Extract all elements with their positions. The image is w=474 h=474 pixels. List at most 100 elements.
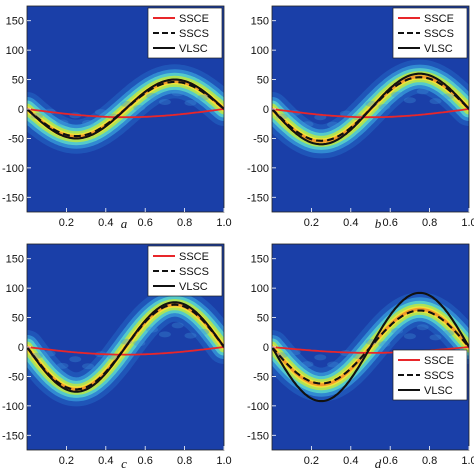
x-tick-label: 0.8	[422, 217, 437, 229]
heat-speckle	[171, 322, 184, 329]
heat-speckle	[429, 334, 442, 341]
series-line-vlsc	[27, 301, 224, 393]
panel-label: a	[121, 216, 128, 231]
heat-speckle	[184, 332, 197, 339]
series-line-vlsc	[272, 291, 469, 403]
heat-speckle	[442, 330, 455, 337]
heat-speckle	[158, 99, 171, 106]
series-group	[272, 72, 469, 146]
legend-label-ssce: SSCE	[179, 251, 209, 263]
x-tick-label: 0.6	[138, 217, 153, 229]
y-tick-label: 0	[263, 104, 269, 116]
heat-speckle	[171, 90, 184, 97]
heat-speckle	[339, 110, 352, 117]
x-tick-label: 0.6	[383, 455, 398, 467]
x-tick-label: 0.4	[343, 455, 358, 467]
y-tick-label: 150	[6, 16, 24, 28]
x-tick-label: 0.4	[343, 217, 358, 229]
heat-speckle	[184, 99, 197, 106]
heat-speckle	[197, 94, 210, 101]
y-tick-label: 150	[6, 254, 24, 266]
y-tick-label: -150	[2, 430, 24, 442]
y-tick-label: -100	[2, 163, 24, 175]
legend-label-vlsc: VLSC	[424, 385, 453, 397]
heat-speckle	[301, 121, 314, 128]
y-tick-label: 50	[12, 313, 24, 325]
legend-box	[147, 7, 223, 59]
x-tick-label: 0.2	[304, 217, 319, 229]
y-tick-label: -150	[247, 430, 269, 442]
heat-speckle	[82, 363, 95, 370]
heat-speckle	[69, 356, 82, 363]
legend-label-sscs: SSCS	[424, 370, 454, 382]
y-tick-label: 150	[251, 16, 269, 28]
heat-speckle	[391, 327, 404, 334]
legend-label-ssce: SSCE	[424, 13, 454, 25]
heat-speckle	[275, 352, 288, 359]
heat-speckle	[146, 326, 159, 333]
legend-label-ssce: SSCE	[179, 13, 209, 25]
heat-speckle	[442, 93, 455, 100]
heat-speckle	[82, 119, 95, 126]
x-tick-label: 0.6	[383, 217, 398, 229]
legend-box	[392, 7, 468, 59]
heat-speckle	[378, 104, 391, 111]
series-group	[27, 78, 224, 140]
legend: SSCE SSCS VLSC	[392, 7, 468, 59]
series-line-ssce	[272, 108, 469, 119]
y-tick-label: 50	[257, 313, 269, 325]
panel-label: d	[375, 456, 382, 471]
x-tick-label: 1.0	[216, 217, 231, 229]
panel-b: -150 -100 -50 0 50 100 150 0.2 0.4 0.6 0.8 1.0 b SSCE…	[247, 5, 474, 231]
heat-speckle	[56, 119, 69, 126]
x-tick-label: 0.4	[98, 455, 113, 467]
legend-label-sscs: SSCS	[424, 28, 454, 40]
panel-label: c	[121, 456, 127, 471]
y-tick-label: 100	[251, 45, 269, 57]
heat-speckle	[403, 333, 416, 340]
legend-label-sscs: SSCS	[179, 266, 209, 278]
heat-speckle	[56, 362, 69, 369]
y-tick-label: -150	[2, 192, 24, 204]
x-tick-label: 0.8	[177, 217, 192, 229]
heat-speckle	[288, 349, 301, 356]
y-tick-label: -100	[2, 401, 24, 413]
x-tick-label: 0.2	[304, 455, 319, 467]
y-tick-label: -50	[8, 371, 24, 383]
legend-box	[147, 245, 223, 297]
heat-speckle	[158, 331, 171, 338]
legend-label-vlsc: VLSC	[424, 43, 453, 55]
legend: SSCE SSCS VLSC	[392, 349, 468, 401]
x-tick-label: 0.6	[138, 455, 153, 467]
y-tick-label: 100	[6, 45, 24, 57]
x-tick-label: 0.2	[59, 217, 74, 229]
heat-speckle	[43, 350, 56, 357]
heat-speckle	[378, 341, 391, 348]
heat-speckle	[327, 361, 340, 368]
panel-a: -150 -100 -50 0 50 100 150 0.2 0.4 0.6 0.8 1.0 a SSCE…	[2, 5, 232, 231]
heat-speckle	[146, 92, 159, 99]
heat-speckle	[197, 328, 210, 335]
series-group	[27, 301, 224, 393]
series-line-ssce	[27, 346, 224, 356]
y-tick-label: -50	[8, 133, 24, 145]
heat-speckle	[403, 97, 416, 104]
y-tick-label: 0	[263, 342, 269, 354]
heat-speckle	[133, 340, 146, 347]
y-tick-label: 0	[18, 104, 24, 116]
series-line-vlsc	[272, 72, 469, 146]
x-tick-label: 1.0	[461, 455, 474, 467]
legend: SSCE SSCS VLSC	[147, 7, 223, 59]
y-tick-label: 100	[251, 283, 269, 295]
x-tick-label: 0.8	[177, 455, 192, 467]
legend: SSCE SSCS VLSC	[147, 245, 223, 297]
x-tick-label: 1.0	[461, 217, 474, 229]
series-line-ssce	[27, 108, 224, 119]
y-tick-label: -100	[247, 163, 269, 175]
y-tick-label: 150	[251, 254, 269, 266]
panel-d: -150 -100 -50 0 50 100 150 0.2 0.4 0.6 0.8 1.0 d SSCE…	[247, 243, 474, 471]
legend-box	[392, 349, 468, 401]
y-tick-label: 0	[18, 342, 24, 354]
heat-speckle	[314, 354, 327, 361]
legend-label-sscs: SSCS	[179, 28, 209, 40]
